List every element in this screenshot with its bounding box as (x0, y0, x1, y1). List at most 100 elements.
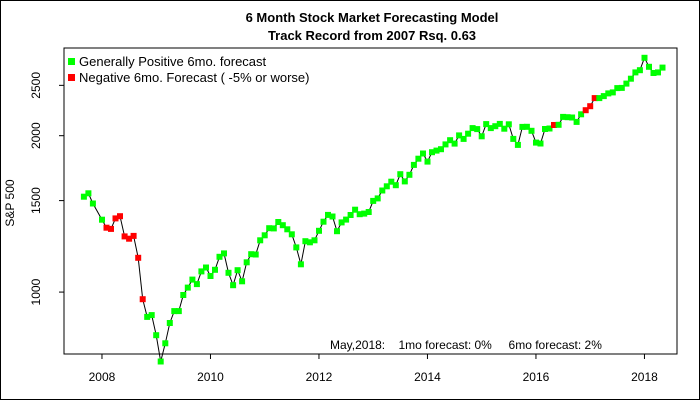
chart-subtitle: Track Record from 2007 Rsq. 0.63 (268, 28, 476, 43)
positive-forecast-point (424, 158, 431, 165)
positive-forecast-point (560, 113, 567, 120)
positive-forecast-point (469, 125, 476, 132)
positive-forecast-point (641, 54, 648, 61)
positive-forecast-point (329, 213, 336, 220)
positive-forecast-point (596, 95, 603, 102)
positive-forecast-point (451, 140, 458, 147)
positive-forecast-point (429, 149, 435, 156)
negative-forecast-point (135, 254, 142, 261)
positive-forecast-point (216, 253, 223, 260)
positive-forecast-point (627, 75, 634, 82)
positive-forecast-point (442, 141, 449, 148)
forecast-annotation: May,2018: 1mo forecast: 0% 6mo forecast:… (330, 338, 602, 352)
positive-forecast-point (433, 147, 440, 154)
negative-forecast-point (112, 215, 119, 222)
positive-forecast-point (474, 126, 481, 133)
positive-forecast-point (193, 281, 200, 288)
positive-forecast-point (374, 195, 381, 202)
positive-forecast-point (230, 282, 237, 289)
positive-forecast-point (569, 114, 576, 121)
y-tick-label: 2500 (29, 72, 43, 99)
x-tick-label: 2012 (306, 370, 333, 384)
positive-forecast-point (175, 308, 182, 315)
positive-forecast-point (605, 90, 612, 97)
positive-forecast-point (614, 85, 621, 92)
chart-title: 6 Month Stock Market Forecasting Model (246, 10, 499, 25)
positive-forecast-point (609, 89, 616, 96)
positive-forecast-point (447, 137, 454, 144)
series-points (80, 54, 666, 365)
positive-forecast-point (252, 251, 259, 258)
positive-forecast-point (555, 121, 562, 128)
positive-forecast-point (564, 114, 571, 121)
positive-forecast-point (85, 190, 92, 197)
positive-forecast-point (302, 238, 309, 245)
positive-forecast-point (578, 111, 585, 118)
positive-forecast-point (306, 239, 313, 246)
positive-forecast-point (465, 130, 472, 137)
positive-forecast-point (279, 222, 286, 229)
positive-forecast-point (239, 278, 246, 285)
positive-forecast-point (460, 135, 467, 142)
positive-forecast-point (537, 140, 544, 147)
positive-forecast-point (257, 237, 264, 244)
positive-forecast-point (293, 244, 300, 251)
positive-forecast-point (456, 132, 463, 139)
positive-forecast-point (99, 216, 105, 223)
positive-forecast-point (148, 312, 155, 319)
positive-forecast-point (573, 118, 580, 125)
y-tick-label: 2000 (29, 122, 43, 149)
negative-forecast-point (551, 122, 557, 128)
positive-forecast-point (248, 251, 255, 258)
positive-forecast-point (261, 232, 268, 239)
positive-forecast-point (347, 212, 354, 218)
positive-forecast-point (392, 182, 399, 189)
positive-forecast-point (207, 273, 214, 279)
positive-forecast-point (478, 133, 485, 140)
positive-forecast-point (153, 332, 160, 339)
x-tick-label: 2018 (631, 370, 658, 384)
positive-forecast-point (492, 123, 499, 130)
positive-forecast-point (646, 63, 652, 70)
positive-forecast-point (623, 80, 630, 87)
legend-label-positive: Generally Positive 6mo. forecast (79, 54, 267, 69)
positive-forecast-point (316, 227, 322, 234)
positive-forecast-point (311, 237, 318, 244)
negative-forecast-point (103, 224, 110, 231)
positive-forecast-point (189, 276, 196, 283)
positive-forecast-point (370, 197, 377, 204)
positive-forecast-point (212, 266, 218, 273)
positive-forecast-point (533, 139, 539, 146)
positive-forecast-point (496, 120, 503, 127)
positive-forecast-point (361, 210, 368, 217)
positive-forecast-point (243, 259, 250, 266)
positive-forecast-point (180, 292, 187, 298)
x-tick-label: 2008 (89, 370, 116, 384)
positive-forecast-point (334, 228, 340, 235)
positive-forecast-point (415, 155, 422, 162)
x-tick-label: 2010 (197, 370, 224, 384)
positive-forecast-point (659, 64, 666, 71)
negative-forecast-point (121, 233, 128, 240)
positive-forecast-point (275, 219, 282, 225)
positive-forecast-point (618, 84, 625, 91)
positive-forecast-point (501, 125, 508, 132)
negative-forecast-point (139, 296, 146, 303)
positive-forecast-point (483, 121, 490, 128)
positive-forecast-point (510, 135, 517, 142)
positive-forecast-point (144, 313, 151, 320)
positive-forecast-point (546, 125, 553, 132)
positive-forecast-point (297, 261, 304, 268)
positive-forecast-point (80, 193, 87, 200)
positive-forecast-point (401, 178, 408, 185)
positive-forecast-point (284, 226, 291, 233)
positive-forecast-point (600, 93, 607, 100)
positive-forecast-point (203, 264, 209, 271)
legend-label-negative: Negative 6mo. Forecast ( -5% or worse) (79, 70, 309, 85)
positive-forecast-point (636, 67, 643, 74)
positive-forecast-point (505, 121, 512, 128)
x-tick-label: 2014 (414, 370, 441, 384)
negative-forecast-point (582, 107, 589, 114)
